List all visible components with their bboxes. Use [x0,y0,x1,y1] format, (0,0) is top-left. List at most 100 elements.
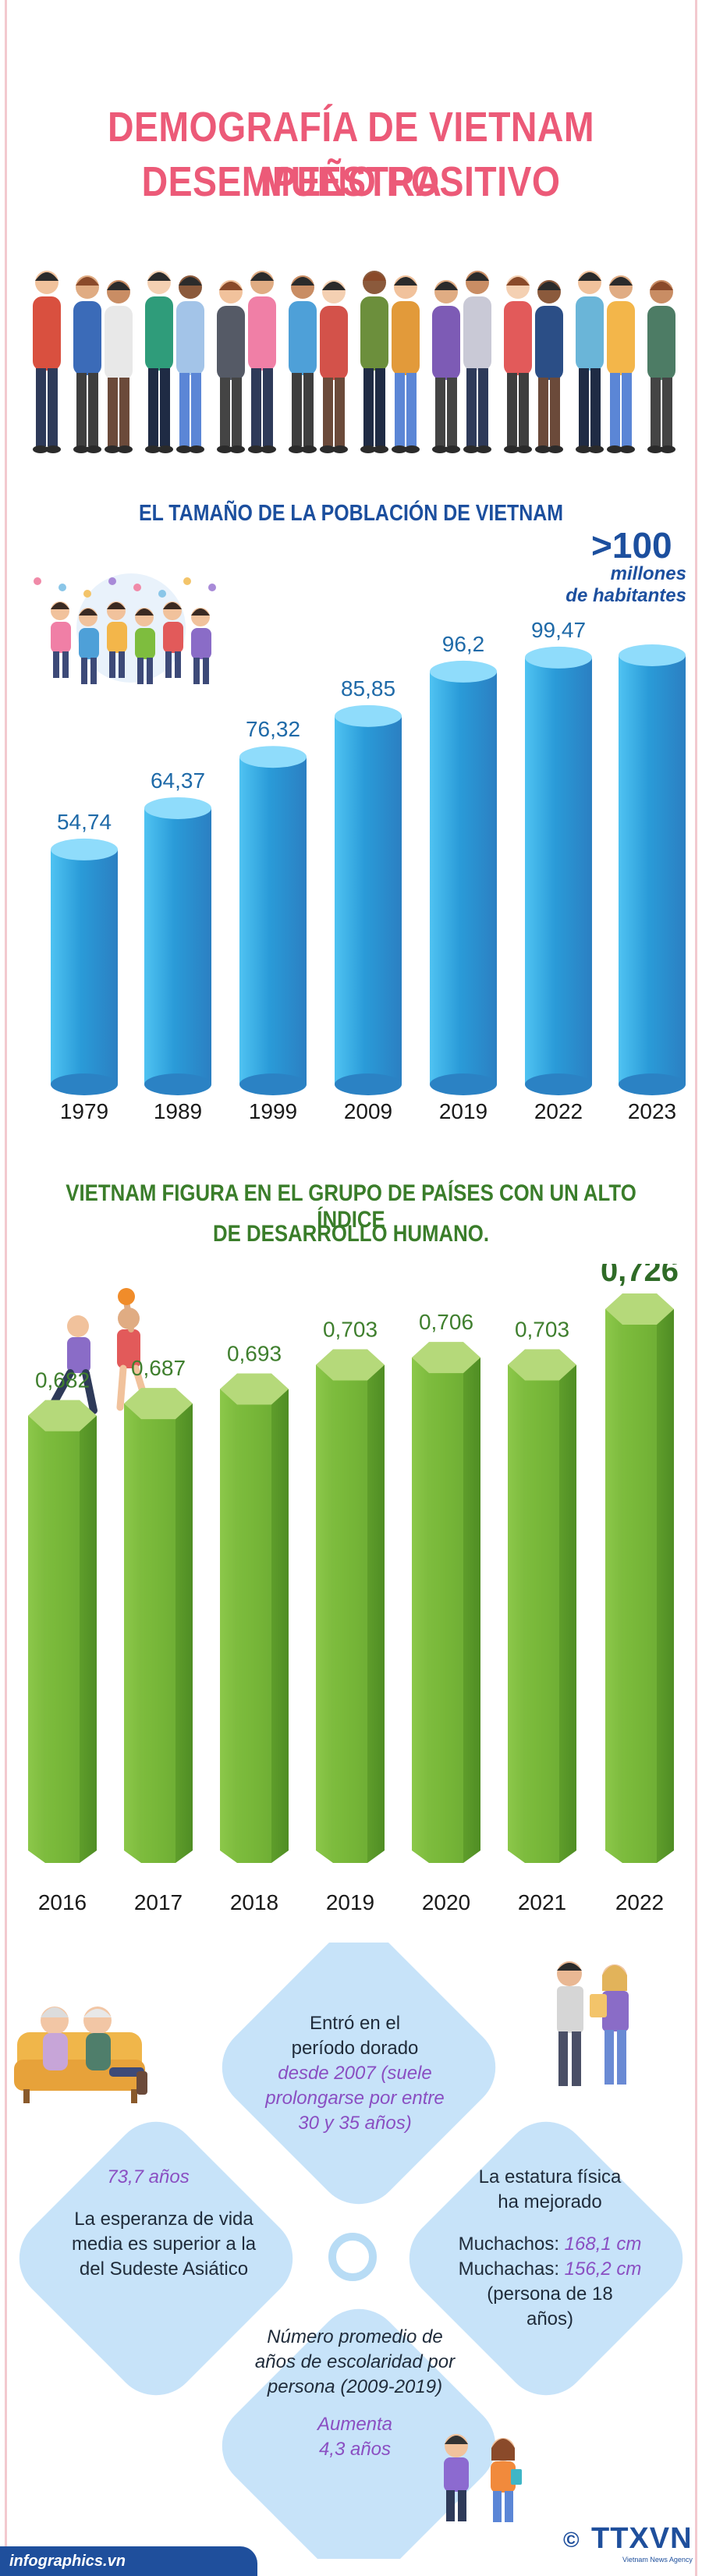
hdi-year-label: 2019 [326,1890,374,1914]
population-bar-base [619,1073,686,1095]
schooling-highlight2: 4,3 años [318,2439,392,2460]
page-title-line1: DEMOGRAFÍA DE VIETNAM MUESTRA [108,104,594,205]
page-title-line2: DESEMPEÑO POSITIVO [141,158,561,205]
population-bar [335,715,402,1084]
population-bar-top [51,838,118,860]
copyright-icon: © [563,2528,580,2552]
hdi-bar-top [508,1349,576,1381]
hdi-year-label: 2020 [422,1890,470,1914]
population-highlight-value: >100 [591,525,672,566]
schooling-line2: años de escolaridad por [254,2351,456,2372]
person-figure [432,280,460,453]
facts-diagram [14,1943,683,2559]
footer-site-bar: infographics.vn [0,2546,257,2576]
agency-subtitle: Vietnam News Agency [622,2556,693,2564]
person-figure [607,275,635,453]
population-highlight-unit2: de habitantes [566,585,686,606]
height-line1: La estatura física [478,2166,622,2187]
population-value-label: 54,74 [57,810,112,834]
population-year-label: 2009 [344,1099,392,1123]
agency-logo: TTXVN [591,2522,693,2555]
population-bar [144,807,211,1084]
population-bar [51,849,118,1084]
population-bar [525,657,592,1084]
population-bar-top [239,746,307,768]
golden-period-highlight2: prolongarse por entre [265,2088,445,2109]
height-line2: ha mejorado [498,2191,602,2212]
population-value-label: 99,47 [531,618,586,642]
hdi-value-label: 0,703 [515,1317,569,1341]
hdi-bar-face [141,1403,176,1863]
child-figure [79,608,99,684]
golden-period-highlight3: 30 y 35 años) [298,2113,412,2134]
hdi-bar-top [412,1342,480,1374]
students-illustration [444,2434,522,2522]
population-bar-base [430,1073,497,1095]
elderly-couple-illustration [14,2007,147,2103]
person-figure [463,271,491,453]
hdi-year-label: 2017 [134,1890,183,1914]
child-figure [191,608,211,684]
hdi-bar-top [316,1349,385,1381]
population-bar-top [335,704,402,727]
hdi-value-label: 0,703 [323,1317,378,1341]
page-frame [5,0,697,2576]
hdi-bar-top [28,1400,97,1432]
population-bar-base [51,1073,118,1095]
schooling-line3: persona (2009-2019) [267,2376,443,2397]
height-boys-label: Muchachos: [458,2234,565,2255]
person-figure [145,271,173,453]
footer-site-link[interactable]: infographics.vn [9,2553,126,2570]
fact-tile-left [19,2121,293,2396]
population-value-label: 76,32 [246,717,300,741]
hdi-section-title-line2: DE DESARROLLO HUMANO. [212,1221,490,1247]
life-expectancy-line2: media es superior a la [71,2234,257,2255]
hdi-value-label: 0,687 [131,1356,186,1380]
golden-period-line2: período dorado [291,2038,419,2059]
golden-period-highlight1: desde 2007 (suele [278,2063,432,2084]
player-figure [116,1298,151,1411]
population-bar-base [525,1073,592,1095]
child-figure [107,601,127,678]
population-year-label: 1989 [154,1099,202,1123]
fact-tile-bottom [222,2308,496,2559]
schooling-line1: Número promedio de [267,2326,443,2347]
life-expectancy-line3: del Sudeste Asiático [79,2258,249,2280]
height-girls-value: 156,2 cm [564,2258,642,2280]
population-bar-base [239,1073,307,1095]
child-figure [135,608,155,684]
hdi-bar-face [429,1357,463,1863]
person-figure [647,280,675,453]
fact-tile-right [409,2121,683,2396]
person-figure [289,275,317,453]
population-value-label: 64,37 [151,768,205,793]
fact-tile-top [222,1943,496,2205]
person-figure [105,280,133,453]
hdi-year-label: 2021 [518,1890,566,1914]
hdi-year-label: 2022 [615,1890,664,1914]
person-figure [248,271,276,453]
basketball-icon [118,1288,135,1305]
children-group-illustration [34,573,216,684]
population-year-label: 2023 [628,1099,676,1123]
golden-period-line1: Entró en el [309,2013,401,2034]
person-figure [360,271,388,453]
life-expectancy-value: 73,7 años [107,2166,190,2187]
height-note1: (persona de 18 [487,2283,613,2305]
population-bar-top [619,644,686,666]
hdi-bar-face [622,1309,657,1863]
population-bar-base [144,1073,211,1095]
hdi-bar-face [45,1415,80,1863]
hdi-value-label: 0,682 [35,1368,90,1393]
population-bar-top [430,660,497,683]
population-bar-top [144,797,211,819]
hdi-bar-top [605,1293,674,1325]
person-figure [176,275,204,453]
hdi-bar-face [525,1364,559,1863]
hdi-year-label: 2016 [38,1890,87,1914]
schooling-highlight1: Aumenta [317,2414,393,2435]
population-bar-top [525,646,592,669]
population-year-label: 2019 [439,1099,488,1123]
population-bar [619,655,686,1084]
person-figure [392,275,420,453]
